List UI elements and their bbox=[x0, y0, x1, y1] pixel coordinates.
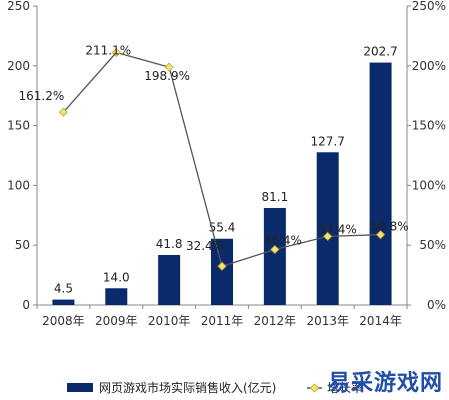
bar-value-label: 4.5 bbox=[54, 282, 73, 296]
watermark-logo: 易采游戏网 bbox=[328, 370, 443, 396]
legend-bar-label: 网页游戏市场实际销售收入(亿元) bbox=[99, 380, 276, 395]
bar bbox=[211, 238, 233, 305]
bar-data-labels: 4.5 14.0 41.8 55.4 81.1 127.7 202.7 bbox=[54, 45, 398, 296]
bar bbox=[369, 62, 392, 305]
right-tick-label: 0% bbox=[427, 298, 446, 312]
growth-rate-label: 57.4% bbox=[319, 222, 357, 236]
legend: 网页游戏市场实际销售收入(亿元) 增长率 bbox=[67, 380, 363, 395]
legend-line-label: 增长率 bbox=[327, 380, 363, 395]
left-tick-label: 250 bbox=[7, 0, 30, 13]
x-tick-label: 2013年 bbox=[306, 314, 349, 328]
growth-rate-marker bbox=[323, 231, 333, 241]
legend-line-marker bbox=[309, 383, 320, 393]
growth-rate-label: 46.4% bbox=[264, 234, 302, 248]
bar bbox=[158, 255, 181, 305]
bar bbox=[316, 152, 339, 305]
x-tick-label: 2011年 bbox=[201, 314, 244, 328]
growth-rate-marker bbox=[164, 62, 174, 72]
legend-bar-swatch bbox=[67, 383, 93, 392]
right-axis-ticks: 0% 50% 100% 150% 200% 250% bbox=[407, 0, 446, 312]
bar-series bbox=[52, 62, 392, 305]
bar bbox=[263, 208, 286, 305]
growth-rate-marker bbox=[270, 244, 280, 255]
growth-rate-label: 58.8% bbox=[371, 220, 409, 234]
bar-value-label: 55.4 bbox=[209, 221, 236, 235]
x-tick-label: 2009年 bbox=[95, 314, 138, 328]
growth-rate-marker bbox=[58, 107, 68, 117]
left-axis-ticks: 0 50 100 150 200 250 bbox=[7, 0, 37, 312]
growth-rate-series bbox=[58, 47, 386, 271]
left-tick-label: 200 bbox=[7, 59, 30, 73]
bar-value-label: 14.0 bbox=[103, 270, 130, 284]
growth-rate-label: 32.4% bbox=[186, 239, 224, 253]
growth-rate-marker bbox=[111, 47, 121, 58]
bar-value-label: 202.7 bbox=[363, 45, 397, 59]
bar-value-label: 127.7 bbox=[311, 134, 345, 148]
x-tick-label: 2012年 bbox=[254, 314, 297, 328]
x-tick-label: 2014年 bbox=[359, 314, 402, 328]
bar bbox=[105, 288, 128, 305]
right-tick-label: 250% bbox=[412, 0, 446, 13]
x-tick-label: 2010年 bbox=[148, 314, 191, 328]
left-tick-label: 50 bbox=[15, 238, 30, 252]
left-tick-label: 150 bbox=[7, 119, 30, 133]
bar-value-label: 41.8 bbox=[156, 237, 183, 251]
x-tick-label: 2008年 bbox=[42, 314, 85, 328]
growth-rate-label: 161.2% bbox=[19, 89, 65, 103]
left-tick-label: 0 bbox=[22, 298, 30, 312]
growth-rate-label: 211.1% bbox=[85, 44, 131, 58]
right-tick-label: 200% bbox=[412, 59, 446, 73]
growth-rate-marker bbox=[376, 230, 386, 240]
growth-rate-label: 198.9% bbox=[144, 69, 190, 83]
left-tick-label: 100 bbox=[7, 178, 30, 192]
growth-rate-labels: 161.2% 211.1% 198.9% 32.4% 46.4% 57.4% 58.8% bbox=[19, 44, 409, 254]
growth-rate-marker bbox=[217, 261, 227, 271]
x-axis-ticks: 2008年 2009年 2010年 2011年 2012年 2013年 2014年 bbox=[36, 305, 408, 328]
bar-value-label: 81.1 bbox=[261, 190, 288, 204]
right-tick-label: 50% bbox=[419, 238, 446, 252]
right-tick-label: 100% bbox=[412, 178, 446, 192]
right-tick-label: 150% bbox=[412, 119, 446, 133]
bar bbox=[52, 299, 75, 305]
